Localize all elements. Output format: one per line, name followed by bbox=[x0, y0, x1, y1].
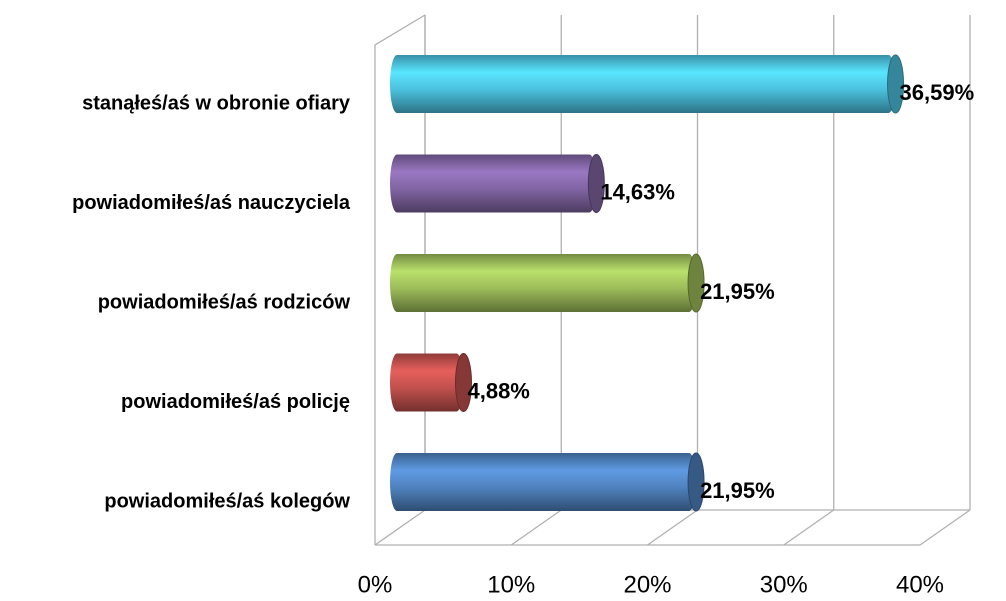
bar bbox=[390, 55, 896, 113]
bar bbox=[390, 453, 697, 511]
value-label: 21,95% bbox=[700, 478, 775, 503]
floor-line bbox=[510, 509, 562, 546]
value-label: 14,63% bbox=[600, 179, 675, 204]
bar bbox=[390, 353, 464, 412]
value-label: 36,59% bbox=[900, 80, 975, 105]
floor-line bbox=[783, 509, 835, 546]
category-label: stanąłeś/aś w obronie ofiary bbox=[82, 92, 351, 114]
category-label: powiadomiłeś/aś rodziców bbox=[98, 291, 351, 313]
x-tick-label: 0% bbox=[358, 571, 393, 598]
category-label: powiadomiłeś/aś policję bbox=[121, 391, 350, 413]
bar-end bbox=[687, 253, 705, 313]
left-wall bbox=[374, 14, 426, 545]
category-label: powiadomiłeś/aś nauczyciela bbox=[72, 192, 351, 214]
bar-end bbox=[887, 54, 905, 114]
x-tick-label: 40% bbox=[896, 571, 944, 598]
floor-line bbox=[919, 509, 971, 546]
value-label: 21,95% bbox=[700, 279, 775, 304]
bar-end bbox=[587, 154, 605, 213]
x-tick-label: 30% bbox=[760, 571, 808, 598]
bar bbox=[390, 154, 597, 213]
value-label: 4,88% bbox=[467, 378, 529, 403]
floor-line bbox=[374, 509, 426, 546]
category-label: powiadomiłeś/aś kolegów bbox=[104, 490, 350, 512]
bar-end bbox=[687, 452, 705, 512]
x-tick-label: 20% bbox=[623, 571, 671, 598]
bar bbox=[390, 254, 697, 312]
bar-end bbox=[454, 353, 472, 412]
x-tick-label: 10% bbox=[487, 571, 535, 598]
floor-line bbox=[647, 509, 698, 546]
